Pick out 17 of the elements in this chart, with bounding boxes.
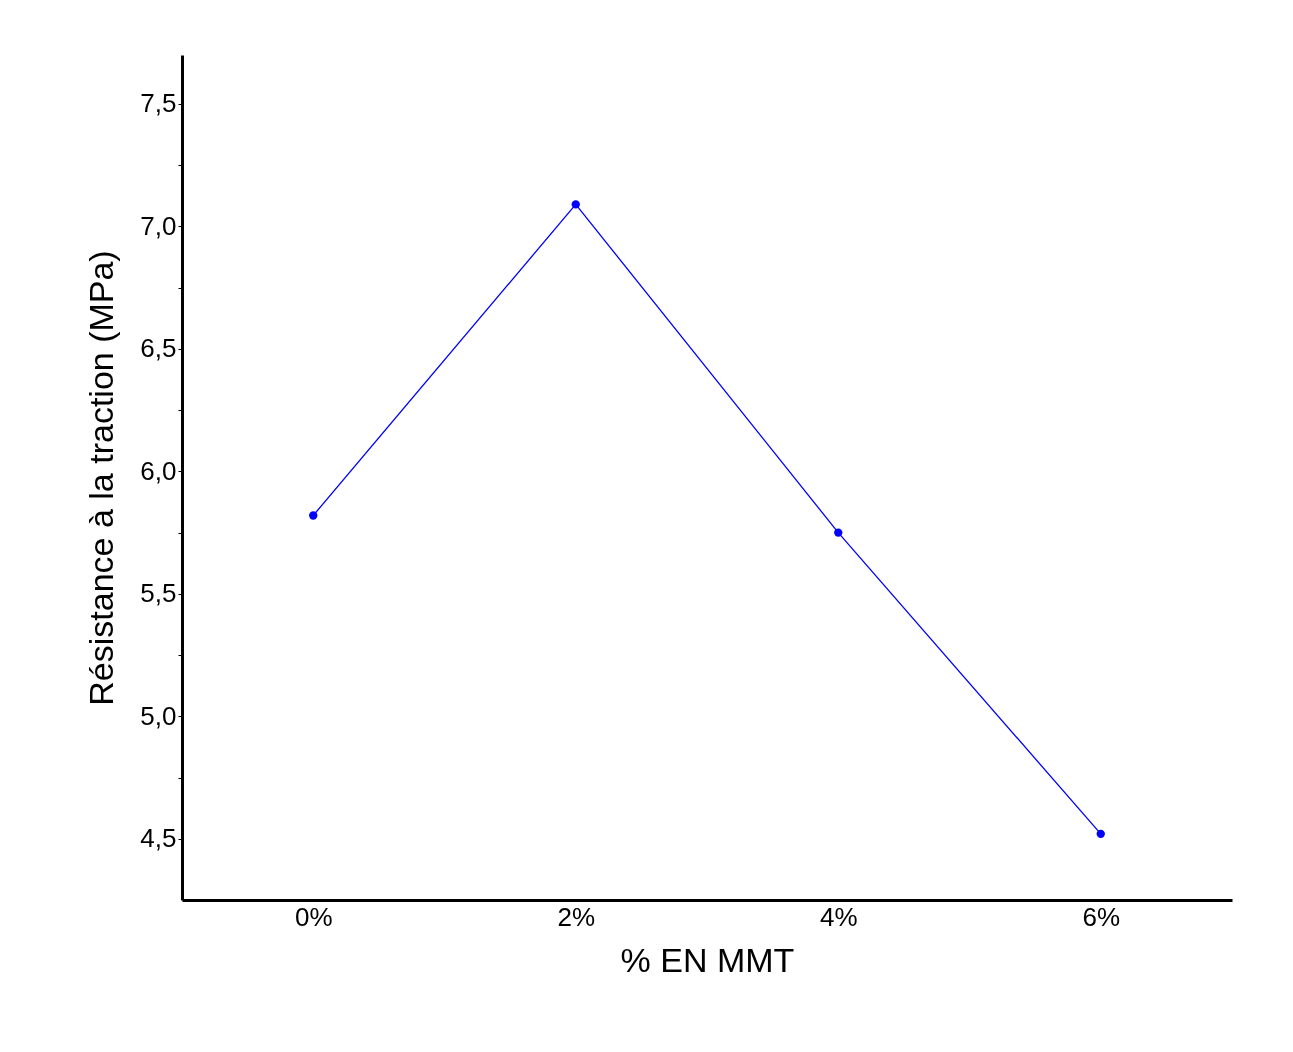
x-axis-title: % EN MMT (620, 940, 795, 979)
y-tick-label: 6,5 (140, 333, 177, 364)
y-tick-label: 7,0 (140, 210, 177, 241)
y-tick-label: 6,0 (140, 455, 177, 486)
x-tick-label: 2% (557, 901, 596, 932)
point (309, 511, 318, 520)
x-tick-label: 4% (819, 901, 858, 932)
point (1096, 829, 1105, 839)
x-tick-label: 0% (294, 901, 333, 932)
point (834, 528, 843, 537)
x-tick-label: 6% (1082, 901, 1121, 932)
y-tick-label: 5,0 (140, 700, 177, 731)
y-tick-label: 4,5 (140, 823, 177, 854)
y-axis-title: Résistance à la traction (MPa) (82, 250, 121, 706)
y-tick-label: 5,5 (140, 578, 177, 609)
point (571, 200, 580, 209)
y-tick-label: 7,5 (140, 88, 177, 119)
